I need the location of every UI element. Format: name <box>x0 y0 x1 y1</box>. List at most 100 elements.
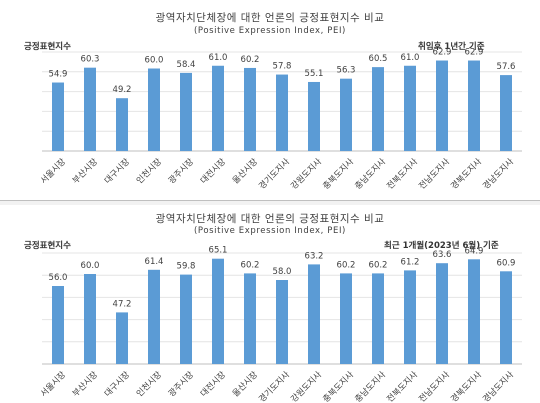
bar <box>404 65 416 151</box>
category-tick-label: 경남도지사 <box>481 369 517 403</box>
data-label: 56.3 <box>337 66 356 76</box>
category-tick-label: 경남도지사 <box>481 156 517 192</box>
data-label: 60.2 <box>241 260 260 270</box>
data-label: 60.9 <box>497 258 516 268</box>
bar <box>468 60 480 151</box>
data-label: 61.0 <box>401 53 420 63</box>
data-label: 60.2 <box>369 260 388 270</box>
bar <box>52 286 64 364</box>
category-tick-label: 경기도지사 <box>257 156 293 192</box>
bar <box>148 68 160 151</box>
bar <box>212 65 224 151</box>
bar <box>404 270 416 364</box>
bar <box>308 264 320 364</box>
category-tick-label: 충북도지사 <box>321 370 356 403</box>
data-label: 47.2 <box>113 299 132 309</box>
category-tick-label: 충남도지사 <box>353 370 388 403</box>
chart-title: 광역자치단체장에 대한 언론의 긍정표현지수 비교 <box>155 213 385 225</box>
y-axis-label: 긍정표현지수 <box>24 241 71 251</box>
bar <box>212 258 224 364</box>
category-tick-label: 전남도지사 <box>417 156 453 192</box>
bar <box>84 67 96 151</box>
data-label: 61.4 <box>145 257 164 267</box>
bar <box>276 280 288 364</box>
category-tick-label: 광주시장 <box>166 156 196 186</box>
bar <box>372 273 384 364</box>
data-label: 57.8 <box>273 62 292 72</box>
category-tick-label: 울산시장 <box>230 156 260 186</box>
data-label: 54.9 <box>49 70 68 80</box>
bar <box>500 75 512 151</box>
bar <box>468 259 480 364</box>
category-tick-label: 강원도지사 <box>289 156 325 192</box>
category-tick-label: 대구시장 <box>102 369 132 399</box>
data-label: 62.9 <box>433 48 452 58</box>
data-label: 60.2 <box>337 260 356 270</box>
bar <box>276 74 288 151</box>
category-tick-label: 경기도지사 <box>257 369 293 403</box>
chart-panel-top: 광역자치단체장에 대한 언론의 긍정표현지수 비교 (Positive Expr… <box>0 0 540 201</box>
data-label: 58.0 <box>273 267 292 277</box>
bar <box>180 274 192 364</box>
category-tick-label: 부산시장 <box>70 156 100 186</box>
bar <box>244 273 256 364</box>
data-label: 60.0 <box>145 56 164 66</box>
y-axis-label: 긍정표현지수 <box>24 42 71 52</box>
chart-panel-bottom: 광역자치단체장에 대한 언론의 긍정표현지수 비교 (Positive Expr… <box>0 205 540 403</box>
category-tick-label: 인천시장 <box>134 156 164 186</box>
data-label: 60.0 <box>81 261 100 271</box>
category-tick-label: 경북도지사 <box>449 369 485 403</box>
data-label: 65.1 <box>209 246 228 256</box>
bar <box>340 78 352 151</box>
data-label: 49.2 <box>113 85 132 95</box>
category-tick-label: 충북도지사 <box>321 157 356 192</box>
category-tick-label: 전북도지사 <box>385 156 421 192</box>
data-label: 63.2 <box>305 251 324 261</box>
basis-note: 최근 1개월(2023년 6월) 기준 <box>384 241 499 251</box>
bar <box>340 273 352 364</box>
category-tick-label: 강원도지사 <box>289 369 325 403</box>
data-label: 56.0 <box>49 273 68 283</box>
bar <box>148 269 160 364</box>
category-tick-label: 인천시장 <box>134 369 164 399</box>
category-tick-label: 경북도지사 <box>449 156 485 192</box>
category-tick-label: 충남도지사 <box>353 157 388 192</box>
category-tick-label: 대전시장 <box>198 156 228 186</box>
category-tick-label: 전남도지사 <box>417 369 453 403</box>
bar-chart-top: 54.9 서울시장 60.3 부산시장 49.2 대구시장 60.0 인천시장 58.4 광주시장… <box>38 48 522 192</box>
bar <box>84 274 96 364</box>
category-tick-label: 대전시장 <box>198 369 228 399</box>
data-label: 58.4 <box>177 60 196 70</box>
bar <box>52 82 64 151</box>
bar <box>500 271 512 364</box>
bar <box>372 67 384 151</box>
data-label: 62.9 <box>465 48 484 58</box>
bar <box>436 263 448 364</box>
data-label: 64.9 <box>465 246 484 256</box>
bar <box>436 60 448 151</box>
data-label: 61.0 <box>209 53 228 63</box>
data-label: 60.3 <box>81 55 100 65</box>
category-tick-label: 대구시장 <box>102 156 132 186</box>
category-tick-label: 서울시장 <box>38 369 68 399</box>
chart-subtitle: (Positive Expression Index, PEI) <box>194 226 346 236</box>
bar <box>308 81 320 151</box>
category-tick-label: 서울시장 <box>38 156 68 186</box>
panel-divider <box>0 201 540 205</box>
bar-chart-bottom: 56.0 서울시장 60.0 부산시장 47.2 대구시장 61.4 인천시장 59.8 광주시장… <box>38 246 522 403</box>
basis-note: 취임후 1년간 기준 <box>418 42 485 52</box>
data-label: 55.1 <box>305 69 324 79</box>
chart-subtitle: (Positive Expression Index, PEI) <box>194 26 346 36</box>
category-tick-label: 광주시장 <box>166 369 196 399</box>
category-tick-label: 전북도지사 <box>385 369 421 403</box>
bar <box>244 67 256 151</box>
category-tick-label: 울산시장 <box>230 369 260 399</box>
data-label: 57.6 <box>497 62 516 72</box>
bar <box>116 98 128 151</box>
bar <box>180 72 192 151</box>
category-tick-label: 부산시장 <box>70 369 100 399</box>
data-label: 59.8 <box>177 262 196 272</box>
data-label: 61.2 <box>401 257 420 267</box>
data-label: 60.5 <box>369 54 388 64</box>
data-label: 63.6 <box>433 250 452 260</box>
